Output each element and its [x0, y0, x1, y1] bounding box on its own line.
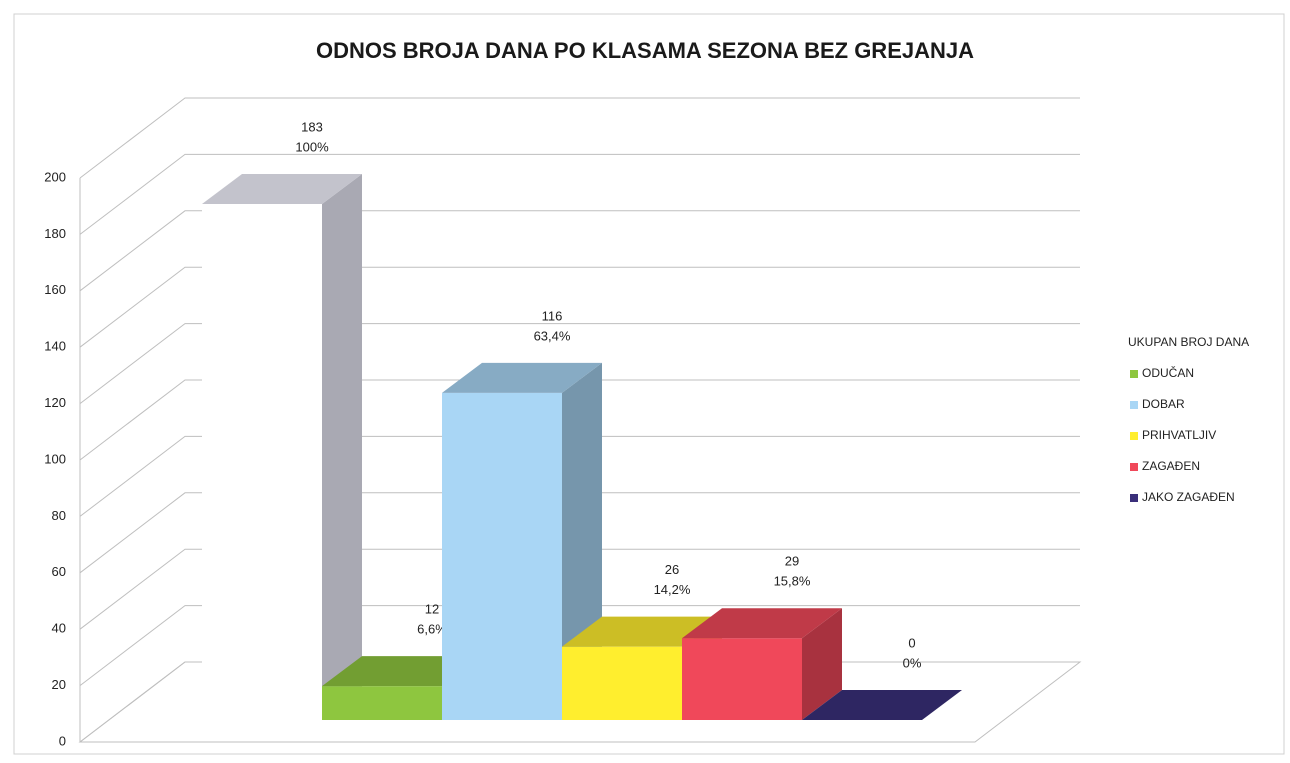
percent-label: 6,6% [417, 622, 447, 637]
y-tick-label: 120 [44, 395, 66, 410]
legend-swatch [1130, 494, 1138, 502]
bar-top [802, 690, 962, 720]
y-tick-label: 100 [44, 451, 66, 466]
percent-label: 63,4% [534, 328, 571, 343]
bar-top [442, 362, 602, 393]
bar [202, 203, 322, 720]
legend-swatch [1130, 432, 1138, 440]
bar-top [202, 173, 362, 204]
y-tick-label: 80 [52, 508, 66, 523]
y-tick-label: 160 [44, 282, 66, 297]
legend-swatch [1130, 370, 1138, 378]
y-tick-label: 60 [52, 564, 66, 579]
chart-title: ODNOS BROJA DANA PO KLASAMA SEZONA BEZ G… [316, 38, 974, 63]
grid-line [79, 548, 1080, 630]
legend-label: PRIHVATLJIV [1142, 428, 1216, 442]
bar [562, 646, 682, 720]
grid-line [79, 266, 1080, 348]
bar-top [682, 608, 842, 639]
grid-line [79, 379, 1080, 461]
value-label: 26 [665, 562, 679, 577]
legend-label: ZAGAĐEN [1142, 459, 1200, 473]
grid-line [79, 323, 1080, 404]
percent-label: 15,8% [774, 574, 811, 589]
percent-label: 14,2% [654, 582, 691, 597]
grid-line [79, 210, 1080, 292]
y-tick-label: 200 [44, 169, 66, 184]
legend-label: ODUČAN [1142, 365, 1194, 380]
bar-side [322, 173, 362, 720]
value-label: 29 [785, 554, 799, 569]
legend-label: DOBAR [1142, 397, 1185, 411]
bar [322, 686, 442, 720]
legend-swatch [1130, 463, 1138, 471]
y-tick-label: 0 [59, 733, 66, 748]
legend-label: UKUPAN BROJ DANA [1128, 335, 1249, 349]
value-label: 0 [908, 635, 915, 650]
chart-frame [13, 13, 1285, 755]
legend-swatch [1130, 401, 1138, 409]
bar-side [802, 608, 842, 720]
bar [682, 638, 802, 720]
grid-line [79, 97, 1080, 179]
bar [442, 392, 562, 720]
grid-line [79, 492, 1080, 574]
legend-label: JAKO ZAGAĐEN [1142, 490, 1235, 504]
y-tick-label: 180 [44, 226, 66, 241]
y-tick-label: 140 [44, 339, 66, 354]
grid-line [79, 153, 1080, 235]
y-tick-label: 20 [52, 677, 66, 692]
percent-label: 100% [295, 139, 329, 154]
grid-line [79, 605, 1080, 686]
value-label: 183 [301, 119, 323, 134]
value-label: 12 [425, 602, 439, 617]
y-tick-label: 40 [52, 621, 66, 636]
grid-line [79, 435, 1080, 517]
percent-label: 0% [903, 655, 922, 670]
value-label: 116 [542, 308, 563, 323]
